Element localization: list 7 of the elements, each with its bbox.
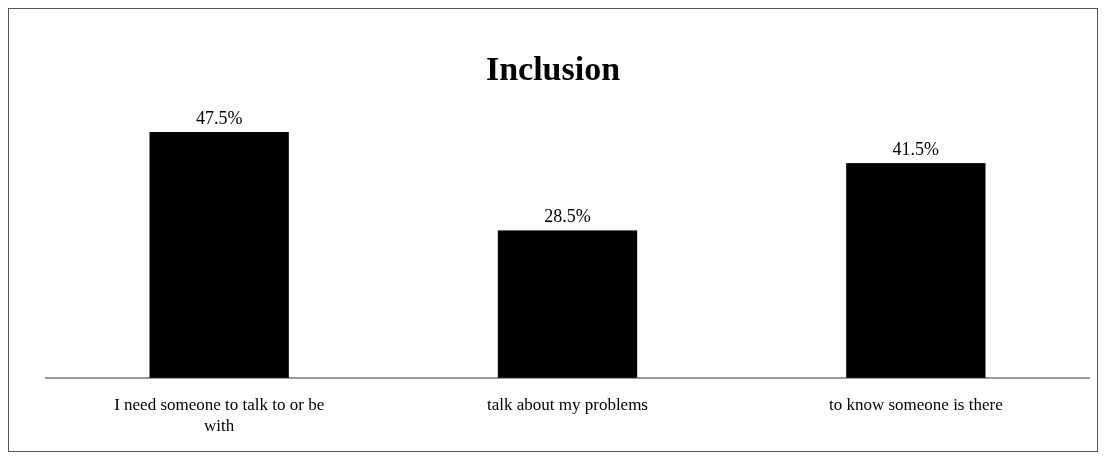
x-tick-label: I need someone to talk to or be with xyxy=(114,395,325,435)
data-label: 47.5% xyxy=(195,108,243,128)
data-label: 41.5% xyxy=(892,139,940,160)
x-tick-label: to know someone is there xyxy=(828,395,1003,414)
data-label: 28.5% xyxy=(544,206,591,227)
chart-title: Inclusion xyxy=(485,50,621,87)
x-tick-label: talk about my problems xyxy=(486,395,649,414)
